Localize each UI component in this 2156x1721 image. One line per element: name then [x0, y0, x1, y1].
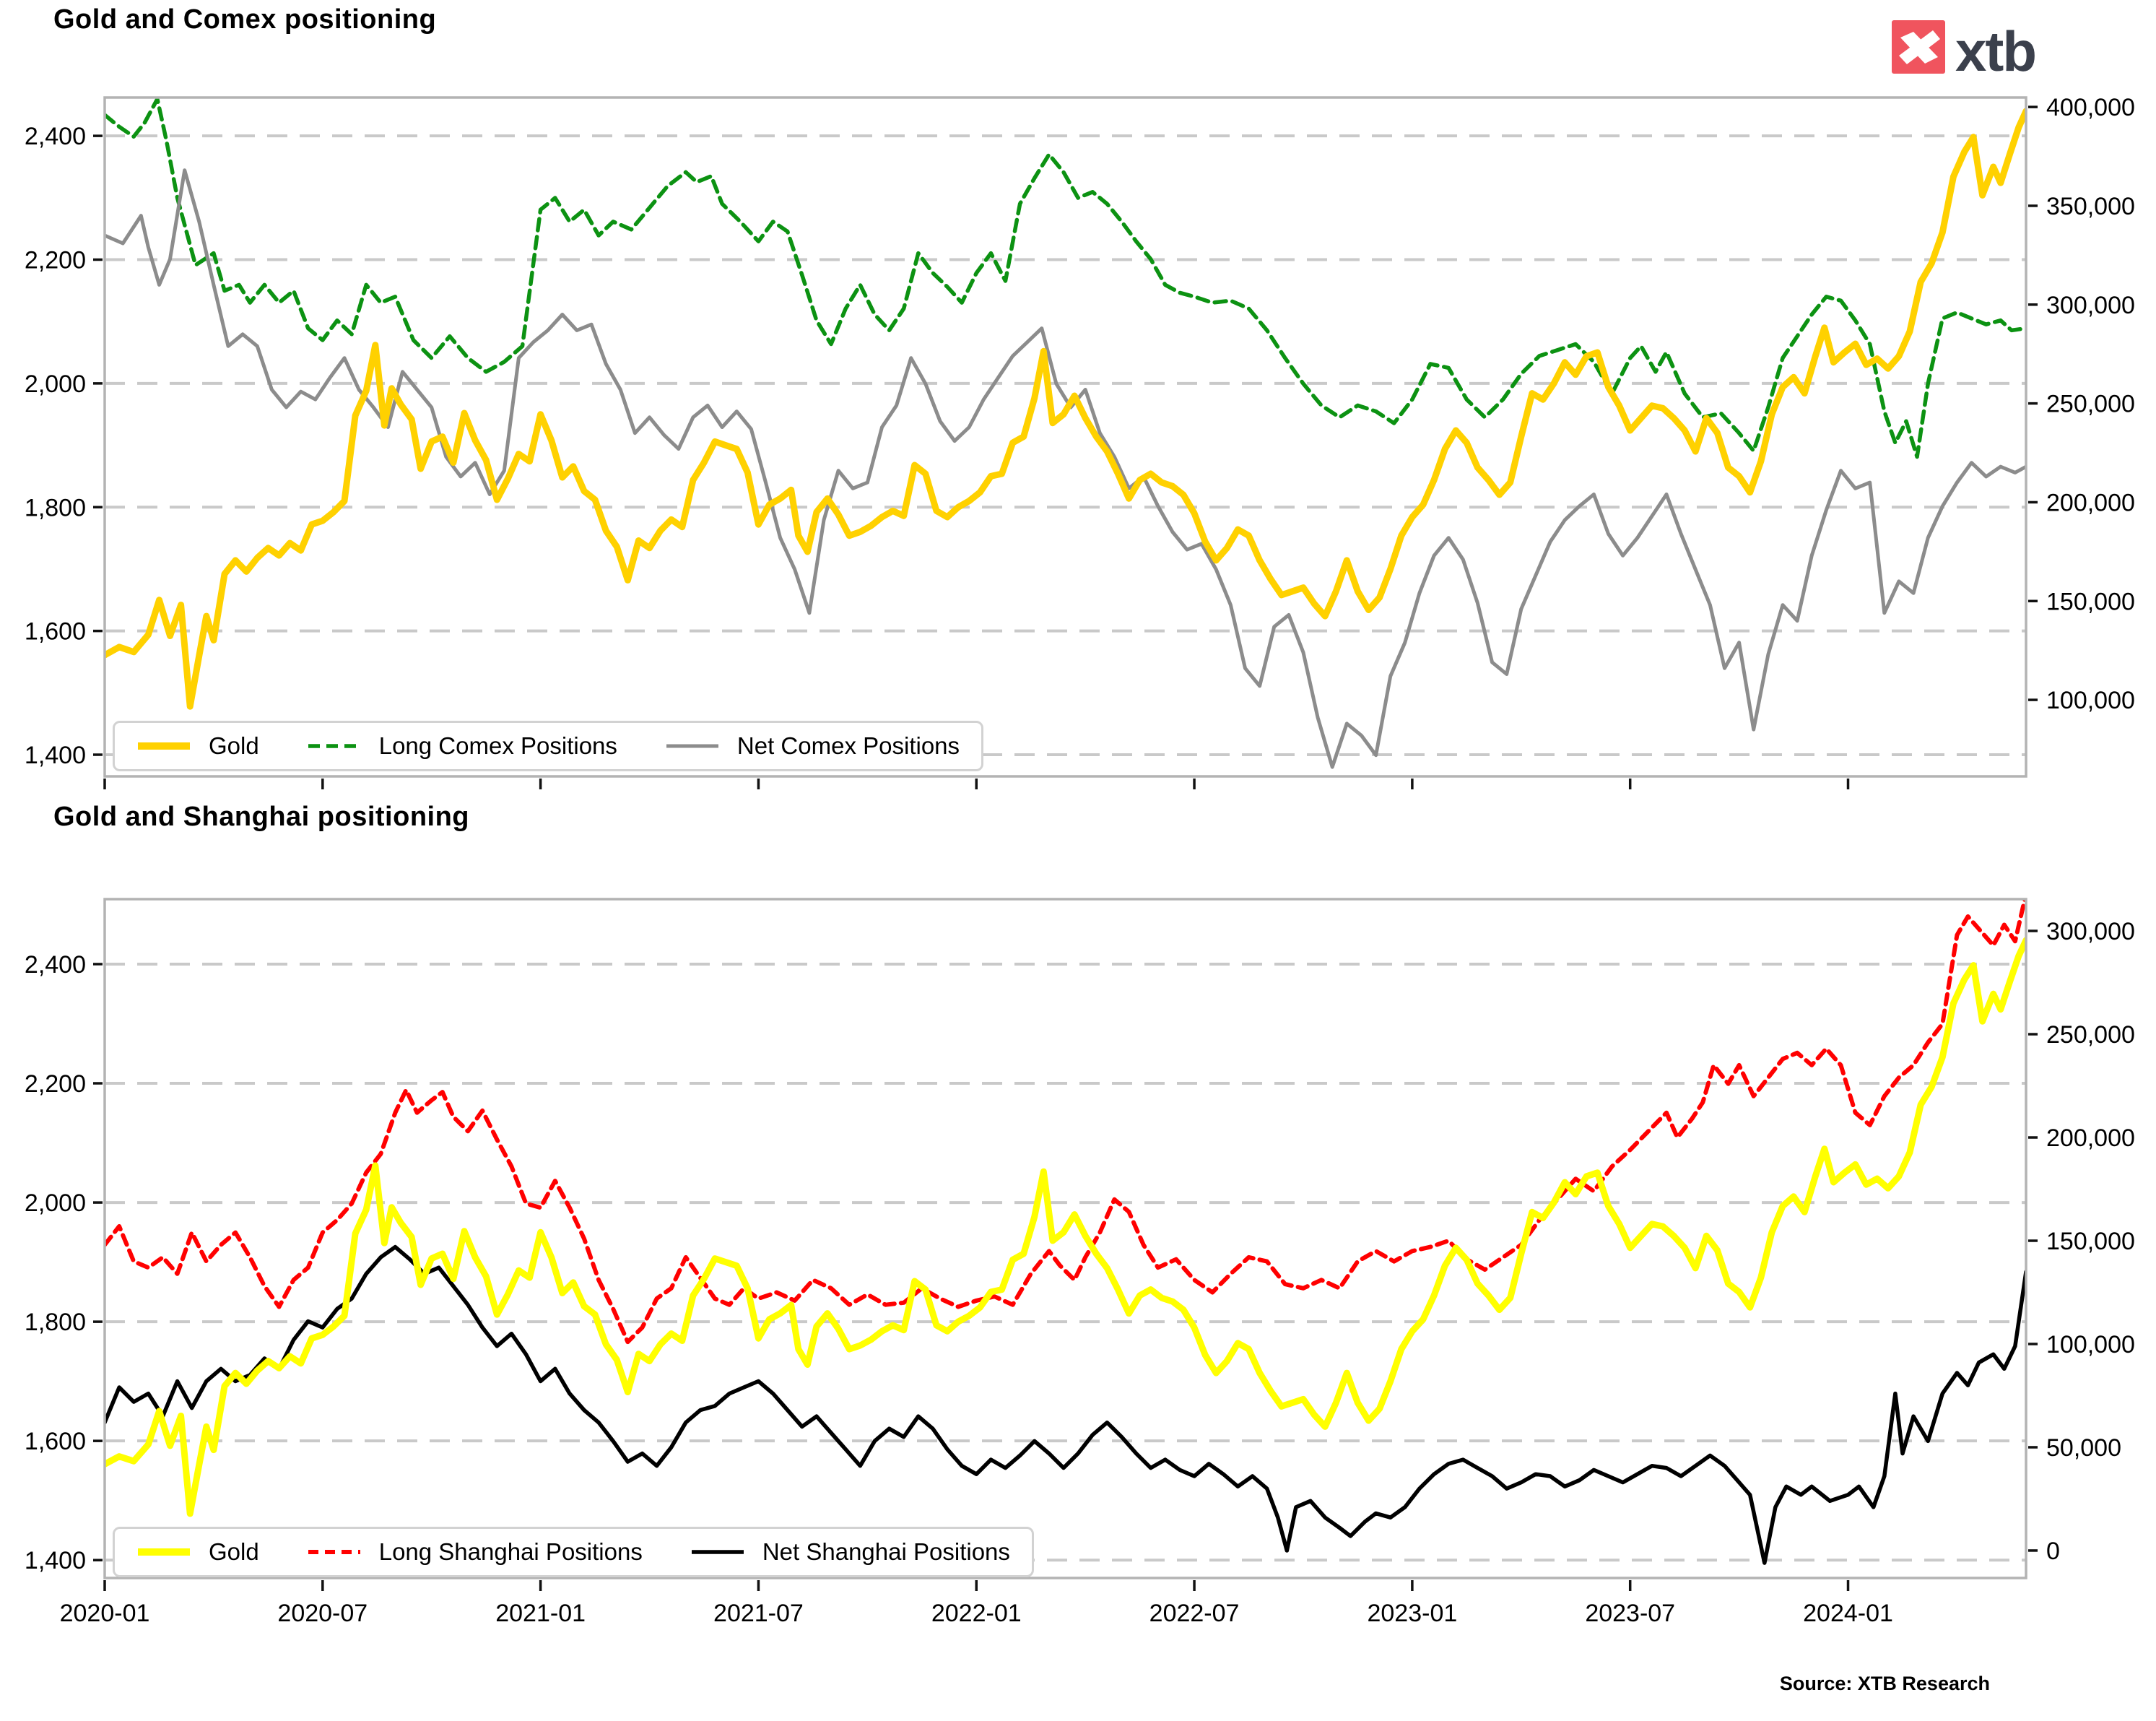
x-tick-label: 2021-01	[495, 1600, 586, 1627]
gold-line-swatch	[136, 740, 191, 752]
x-tick-label: 2021-07	[713, 1600, 804, 1627]
legend-label-net-comex: Net Comex Positions	[736, 732, 960, 759]
legend-item-gold: Gold	[136, 1538, 259, 1566]
xtb-logo: xtb	[1892, 19, 2037, 83]
y-tick-label: 2,000	[25, 370, 86, 398]
comex-legend: Gold Long Comex Positions Net Comex Posi…	[113, 721, 984, 771]
series-net-shanghai-positions	[105, 1244, 2026, 1565]
legend-item-long-comex: Long Comex Positions	[307, 732, 617, 760]
y2-tick-label: 100,000	[2046, 1331, 2135, 1358]
series-long-shanghai-positions	[105, 899, 2026, 1345]
y2-tick-label: 150,000	[2046, 1228, 2135, 1255]
y2-tick-label: 50,000	[2046, 1434, 2121, 1462]
x-tick-label: 2024-01	[1803, 1600, 1893, 1627]
series-gold	[105, 937, 2026, 1517]
source-note: Source: XTB Research	[1779, 1673, 1990, 1694]
y-tick-label: 1,400	[25, 1547, 86, 1574]
x-tick-label: 2023-07	[1585, 1600, 1675, 1627]
net-shanghai-line-swatch	[690, 1546, 745, 1558]
shanghai-chart-title: Gold and Shanghai positioning	[53, 802, 470, 832]
y-tick-label: 1,600	[25, 618, 86, 646]
y-tick-label: 2,000	[25, 1189, 86, 1217]
plot-border	[103, 898, 2027, 1579]
x-tick-label: 2020-07	[277, 1600, 368, 1627]
legend-label-gold: Gold	[209, 1538, 259, 1565]
legend-item-net-shanghai: Net Shanghai Positions	[690, 1538, 1010, 1566]
x-tick-label: 2020-01	[60, 1600, 150, 1627]
long-shanghai-line-swatch	[307, 1546, 362, 1558]
x-tick-label: 2022-01	[931, 1600, 1022, 1627]
net-comex-line-swatch	[665, 740, 720, 752]
legend-item-net-comex: Net Comex Positions	[665, 732, 960, 760]
series-gold	[105, 108, 2026, 710]
y-tick-label: 2,400	[25, 951, 86, 979]
gold-line-swatch	[136, 1546, 191, 1558]
xtb-logo-icon	[1892, 20, 1945, 74]
y2-tick-label: 300,000	[2046, 292, 2135, 319]
y-tick-label: 1,800	[25, 1309, 86, 1336]
legend-label-net-shanghai: Net Shanghai Positions	[762, 1538, 1010, 1565]
legend-item-gold: Gold	[136, 732, 259, 760]
y2-tick-label: 100,000	[2046, 687, 2135, 714]
y2-tick-label: 400,000	[2046, 94, 2135, 121]
legend-label-long-comex: Long Comex Positions	[378, 732, 617, 759]
y-tick-label: 1,400	[25, 742, 86, 769]
long-comex-line-swatch	[307, 740, 362, 752]
plot-border	[103, 96, 2027, 778]
y2-tick-label: 350,000	[2046, 193, 2135, 220]
y2-tick-label: 250,000	[2046, 1021, 2135, 1049]
y-tick-label: 2,200	[25, 247, 86, 274]
y2-tick-label: 300,000	[2046, 918, 2135, 945]
legend-item-long-shanghai: Long Shanghai Positions	[307, 1538, 643, 1566]
legend-label-long-shanghai: Long Shanghai Positions	[378, 1538, 643, 1565]
x-tick-label: 2022-07	[1149, 1600, 1240, 1627]
y2-tick-label: 150,000	[2046, 588, 2135, 615]
y-tick-label: 2,400	[25, 123, 86, 150]
comex-chart-title: Gold and Comex positioning	[53, 4, 437, 35]
y2-tick-label: 0	[2046, 1538, 2060, 1565]
y-tick-label: 1,600	[25, 1428, 86, 1455]
y-tick-label: 2,200	[25, 1070, 86, 1098]
y2-tick-label: 200,000	[2046, 1124, 2135, 1152]
series-net-comex-positions	[105, 168, 2026, 769]
xtb-logo-text: xtb	[1955, 19, 2037, 83]
shanghai-legend: Gold Long Shanghai Positions Net Shangha…	[113, 1527, 1034, 1577]
legend-label-gold: Gold	[209, 732, 259, 759]
y2-tick-label: 200,000	[2046, 489, 2135, 516]
x-tick-label: 2023-01	[1367, 1600, 1457, 1627]
series-long-comex-positions	[105, 97, 2026, 459]
y2-tick-label: 250,000	[2046, 391, 2135, 418]
y-tick-label: 1,800	[25, 494, 86, 521]
